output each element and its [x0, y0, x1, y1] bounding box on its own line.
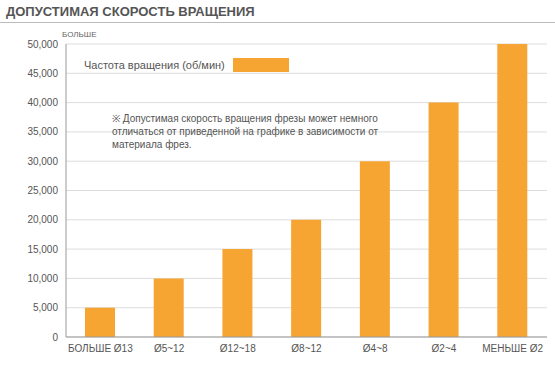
html-text:БОЛЬШЕ: БОЛЬШЕ: [62, 30, 97, 39]
svg-text:50,000: 50,000: [27, 39, 58, 50]
svg-text:40,000: 40,000: [27, 97, 58, 108]
svg-text:30,000: 30,000: [27, 156, 58, 167]
svg-text:25,000: 25,000: [27, 185, 58, 196]
svg-text:Ø2~4: Ø2~4: [432, 343, 457, 354]
html-text:Частота вращения (об/мин): Частота вращения (об/мин): [84, 59, 225, 71]
svg-text:Ø5~12: Ø5~12: [154, 343, 185, 354]
svg-text:МЕНЬШЕ Ø2: МЕНЬШЕ Ø2: [482, 343, 543, 354]
html-text:※ Допустимая скорость вращения: ※ Допустимая скорость вращения фрезы мож…: [112, 113, 379, 150]
svg-text:35,000: 35,000: [27, 126, 58, 137]
svg-text:Ø12~18: Ø12~18: [220, 343, 256, 354]
svg-text:20,000: 20,000: [27, 214, 58, 225]
svg-text:Ø4~8: Ø4~8: [363, 343, 388, 354]
svg-text:БОЛЬШЕ Ø13: БОЛЬШЕ Ø13: [68, 343, 133, 354]
svg-text:10,000: 10,000: [27, 273, 58, 284]
svg-text:45,000: 45,000: [27, 68, 58, 79]
svg-text:15,000: 15,000: [27, 244, 58, 255]
svg-text:Ø8~12: Ø8~12: [291, 343, 322, 354]
svg-text:0: 0: [52, 332, 58, 343]
html-text:ДОПУСТИМАЯ СКОРОСТЬ ВРАЩЕНИЯ: ДОПУСТИМАЯ СКОРОСТЬ ВРАЩЕНИЯ: [6, 4, 255, 19]
svg-text:5,000: 5,000: [33, 302, 58, 313]
